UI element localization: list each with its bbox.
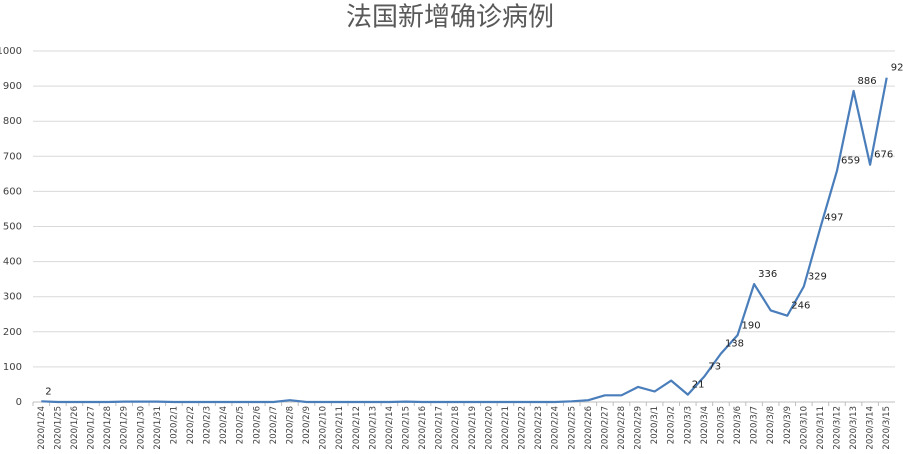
x-tick-label: 2020/2/27 [600, 406, 610, 450]
y-tick-label: 200 [3, 327, 22, 338]
x-tick-label: 2020/1/28 [103, 406, 113, 450]
x-tick-label: 2020/2/21 [501, 406, 511, 450]
x-tick-label: 2020/3/10 [799, 406, 809, 450]
data-label: 659 [841, 156, 860, 167]
data-label: 21 [692, 380, 705, 391]
x-tick-label: 2020/2/9 [302, 406, 312, 444]
data-label: 190 [742, 320, 761, 331]
x-tick-label: 2020/3/4 [700, 406, 710, 444]
data-label: 138 [725, 339, 744, 350]
data-label: 924 [891, 63, 903, 74]
data-label: 497 [824, 213, 843, 224]
x-tick-label: 2020/2/26 [584, 406, 594, 450]
data-label: 246 [791, 301, 810, 312]
x-tick-label: 2020/2/8 [285, 406, 295, 444]
x-tick-label: 2020/2/13 [368, 406, 378, 450]
x-tick-label: 2020/2/6 [252, 406, 262, 444]
data-label: 676 [874, 150, 893, 161]
chart-title: 法国新增确诊病例 [346, 3, 554, 33]
y-tick-label: 900 [3, 81, 22, 92]
x-tick-label: 2020/2/12 [352, 406, 362, 450]
x-tick-label: 2020/1/31 [153, 406, 163, 450]
x-tick-label: 2020/2/18 [451, 406, 461, 450]
y-tick-label: 0 [16, 397, 22, 408]
x-tick-label: 2020/2/7 [269, 406, 279, 444]
x-tick-label: 2020/2/4 [219, 406, 229, 444]
x-tick-label: 2020/1/27 [87, 406, 97, 450]
data-label: 336 [758, 269, 777, 280]
x-tick-label: 2020/3/11 [816, 406, 826, 450]
x-tick-label: 2020/3/6 [733, 406, 743, 444]
x-tick-label: 2020/2/28 [617, 406, 627, 450]
x-tick-label: 2020/1/26 [70, 406, 80, 450]
x-tick-label: 2020/3/9 [783, 406, 793, 444]
x-tick-label: 2020/2/2 [186, 406, 196, 444]
x-tick-label: 2020/1/29 [120, 406, 130, 450]
x-tick-label: 2020/3/3 [683, 406, 693, 444]
data-label: 886 [858, 76, 877, 87]
x-tick-label: 2020/2/1 [169, 406, 179, 444]
x-tick-label: 2020/3/8 [766, 406, 776, 444]
x-tick-label: 2020/3/7 [750, 406, 760, 444]
x-tick-label: 2020/3/14 [866, 406, 876, 450]
x-tick-label: 2020/3/15 [882, 406, 892, 450]
y-tick-label: 1000 [0, 46, 22, 57]
data-label: 73 [708, 361, 721, 372]
y-tick-label: 600 [3, 186, 22, 197]
x-tick-label: 2020/2/5 [236, 406, 246, 444]
x-tick-label: 2020/2/11 [335, 406, 345, 450]
x-tick-label: 2020/2/16 [418, 406, 428, 450]
x-tick-label: 2020/1/25 [53, 406, 63, 450]
x-tick-label: 2020/3/5 [716, 406, 726, 444]
y-tick-label: 700 [3, 151, 22, 162]
x-tick-label: 2020/2/15 [401, 406, 411, 450]
x-tick-label: 2020/1/30 [136, 406, 146, 450]
x-tick-label: 2020/2/14 [385, 406, 395, 450]
data-label: 329 [808, 272, 827, 283]
x-tick-label: 2020/2/20 [484, 406, 494, 450]
x-tick-label: 2020/2/24 [551, 406, 561, 450]
x-tick-label: 2020/2/19 [468, 406, 478, 450]
y-tick-label: 800 [3, 116, 22, 127]
y-tick-label: 500 [3, 222, 22, 233]
line-series [41, 77, 888, 404]
x-tick-label: 2020/2/23 [534, 406, 544, 450]
x-tick-label: 2020/2/22 [518, 406, 528, 450]
data-label: 2 [45, 386, 51, 397]
x-tick-label: 2020/3/12 [832, 406, 842, 450]
x-tick-label: 2020/1/24 [37, 406, 47, 450]
x-tick-label: 2020/3/1 [650, 406, 660, 444]
x-tick-label: 2020/3/2 [667, 406, 677, 444]
x-tick-label: 2020/2/3 [203, 406, 213, 444]
x-tick-label: 2020/2/17 [435, 406, 445, 450]
y-tick-label: 100 [3, 362, 22, 373]
x-tick-label: 2020/3/13 [849, 406, 859, 450]
y-tick-label: 300 [3, 292, 22, 303]
x-tick-label: 2020/2/29 [634, 406, 644, 450]
x-tick-label: 2020/2/25 [567, 406, 577, 450]
y-tick-label: 400 [3, 257, 22, 268]
x-tick-label: 2020/2/10 [319, 406, 329, 450]
